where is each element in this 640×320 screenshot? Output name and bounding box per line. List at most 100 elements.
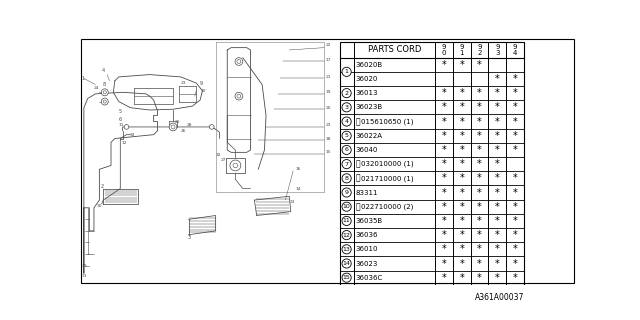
Text: *: * bbox=[495, 188, 500, 197]
Text: 36020B: 36020B bbox=[356, 62, 383, 68]
Text: PARTS CORD: PARTS CORD bbox=[367, 45, 421, 54]
Text: 26: 26 bbox=[180, 129, 186, 133]
Text: *: * bbox=[477, 259, 482, 268]
Circle shape bbox=[342, 174, 351, 183]
Text: 36023B: 36023B bbox=[356, 104, 383, 110]
Text: *: * bbox=[442, 230, 446, 240]
Text: 20: 20 bbox=[326, 106, 331, 110]
Text: 36035B: 36035B bbox=[356, 218, 383, 224]
Text: *: * bbox=[477, 188, 482, 197]
Text: *: * bbox=[442, 202, 446, 212]
Text: *: * bbox=[495, 259, 500, 268]
Text: *: * bbox=[495, 116, 500, 126]
Text: 13: 13 bbox=[342, 247, 351, 252]
Text: 1: 1 bbox=[81, 76, 84, 81]
Bar bbox=[340, 42, 524, 285]
Text: 27: 27 bbox=[221, 158, 227, 162]
Circle shape bbox=[235, 92, 243, 100]
Text: 24: 24 bbox=[94, 86, 99, 91]
Text: *: * bbox=[513, 216, 518, 226]
Text: *: * bbox=[495, 230, 500, 240]
Text: *: * bbox=[477, 230, 482, 240]
Text: *: * bbox=[477, 159, 482, 169]
Text: *: * bbox=[495, 131, 500, 141]
Text: *: * bbox=[460, 116, 464, 126]
Text: *: * bbox=[442, 145, 446, 155]
Circle shape bbox=[233, 163, 237, 168]
Circle shape bbox=[342, 259, 351, 268]
Circle shape bbox=[101, 89, 108, 96]
Text: *: * bbox=[460, 273, 464, 283]
Circle shape bbox=[342, 202, 351, 211]
Text: *: * bbox=[442, 273, 446, 283]
Text: 19: 19 bbox=[326, 90, 331, 94]
Text: 22: 22 bbox=[326, 43, 331, 46]
Text: 9
2: 9 2 bbox=[477, 44, 482, 56]
Text: *: * bbox=[477, 173, 482, 183]
Text: *: * bbox=[442, 116, 446, 126]
Text: *: * bbox=[442, 259, 446, 268]
Text: 8: 8 bbox=[102, 82, 106, 87]
Text: *: * bbox=[442, 244, 446, 254]
Circle shape bbox=[342, 188, 351, 197]
Text: *: * bbox=[513, 173, 518, 183]
Text: 4: 4 bbox=[102, 68, 105, 73]
Text: 36020: 36020 bbox=[356, 76, 378, 82]
Text: 7: 7 bbox=[344, 162, 349, 167]
Text: 10: 10 bbox=[343, 204, 351, 209]
Text: *: * bbox=[477, 145, 482, 155]
Text: 032010000 (1): 032010000 (1) bbox=[362, 161, 414, 167]
Text: *: * bbox=[477, 116, 482, 126]
Text: 36013: 36013 bbox=[356, 90, 378, 96]
Text: 28: 28 bbox=[187, 123, 193, 127]
Circle shape bbox=[342, 145, 351, 155]
Text: *: * bbox=[460, 202, 464, 212]
Text: *: * bbox=[513, 102, 518, 112]
Circle shape bbox=[342, 67, 351, 76]
Text: 36023: 36023 bbox=[356, 260, 378, 267]
Text: *: * bbox=[513, 188, 518, 197]
Text: 015610650 (1): 015610650 (1) bbox=[362, 118, 414, 125]
Text: Ⓑ: Ⓑ bbox=[355, 117, 360, 126]
Text: 9
4: 9 4 bbox=[513, 44, 517, 56]
Text: 36040: 36040 bbox=[356, 147, 378, 153]
Text: *: * bbox=[460, 259, 464, 268]
Text: *: * bbox=[477, 102, 482, 112]
Text: *: * bbox=[513, 88, 518, 98]
Circle shape bbox=[342, 230, 351, 240]
Text: 6: 6 bbox=[119, 117, 122, 122]
Text: *: * bbox=[460, 159, 464, 169]
Text: Ⓦ: Ⓦ bbox=[355, 160, 360, 169]
Text: *: * bbox=[477, 60, 482, 70]
Text: *: * bbox=[460, 131, 464, 141]
Text: 29: 29 bbox=[81, 264, 87, 268]
Text: Ⓝ: Ⓝ bbox=[355, 174, 360, 183]
Text: 32: 32 bbox=[216, 153, 221, 157]
Text: *: * bbox=[477, 202, 482, 212]
Text: 36036C: 36036C bbox=[356, 275, 383, 281]
Circle shape bbox=[235, 58, 243, 65]
Text: 83311: 83311 bbox=[356, 189, 378, 196]
Text: 31: 31 bbox=[81, 274, 87, 277]
Text: 17: 17 bbox=[326, 58, 331, 62]
Text: *: * bbox=[477, 88, 482, 98]
Text: 11: 11 bbox=[343, 219, 351, 223]
Text: *: * bbox=[460, 60, 464, 70]
Circle shape bbox=[209, 124, 214, 129]
Circle shape bbox=[171, 125, 175, 129]
Text: *: * bbox=[442, 88, 446, 98]
Circle shape bbox=[237, 60, 241, 63]
Text: 20: 20 bbox=[175, 120, 180, 124]
Text: *: * bbox=[477, 216, 482, 226]
Text: 1: 1 bbox=[345, 69, 349, 74]
Text: 18: 18 bbox=[326, 137, 331, 140]
Text: *: * bbox=[442, 173, 446, 183]
Text: *: * bbox=[495, 74, 500, 84]
Text: 3: 3 bbox=[344, 105, 349, 110]
Circle shape bbox=[101, 98, 108, 105]
Circle shape bbox=[342, 117, 351, 126]
Text: *: * bbox=[495, 159, 500, 169]
Text: *: * bbox=[477, 244, 482, 254]
Text: 11: 11 bbox=[119, 123, 124, 127]
Text: *: * bbox=[513, 145, 518, 155]
